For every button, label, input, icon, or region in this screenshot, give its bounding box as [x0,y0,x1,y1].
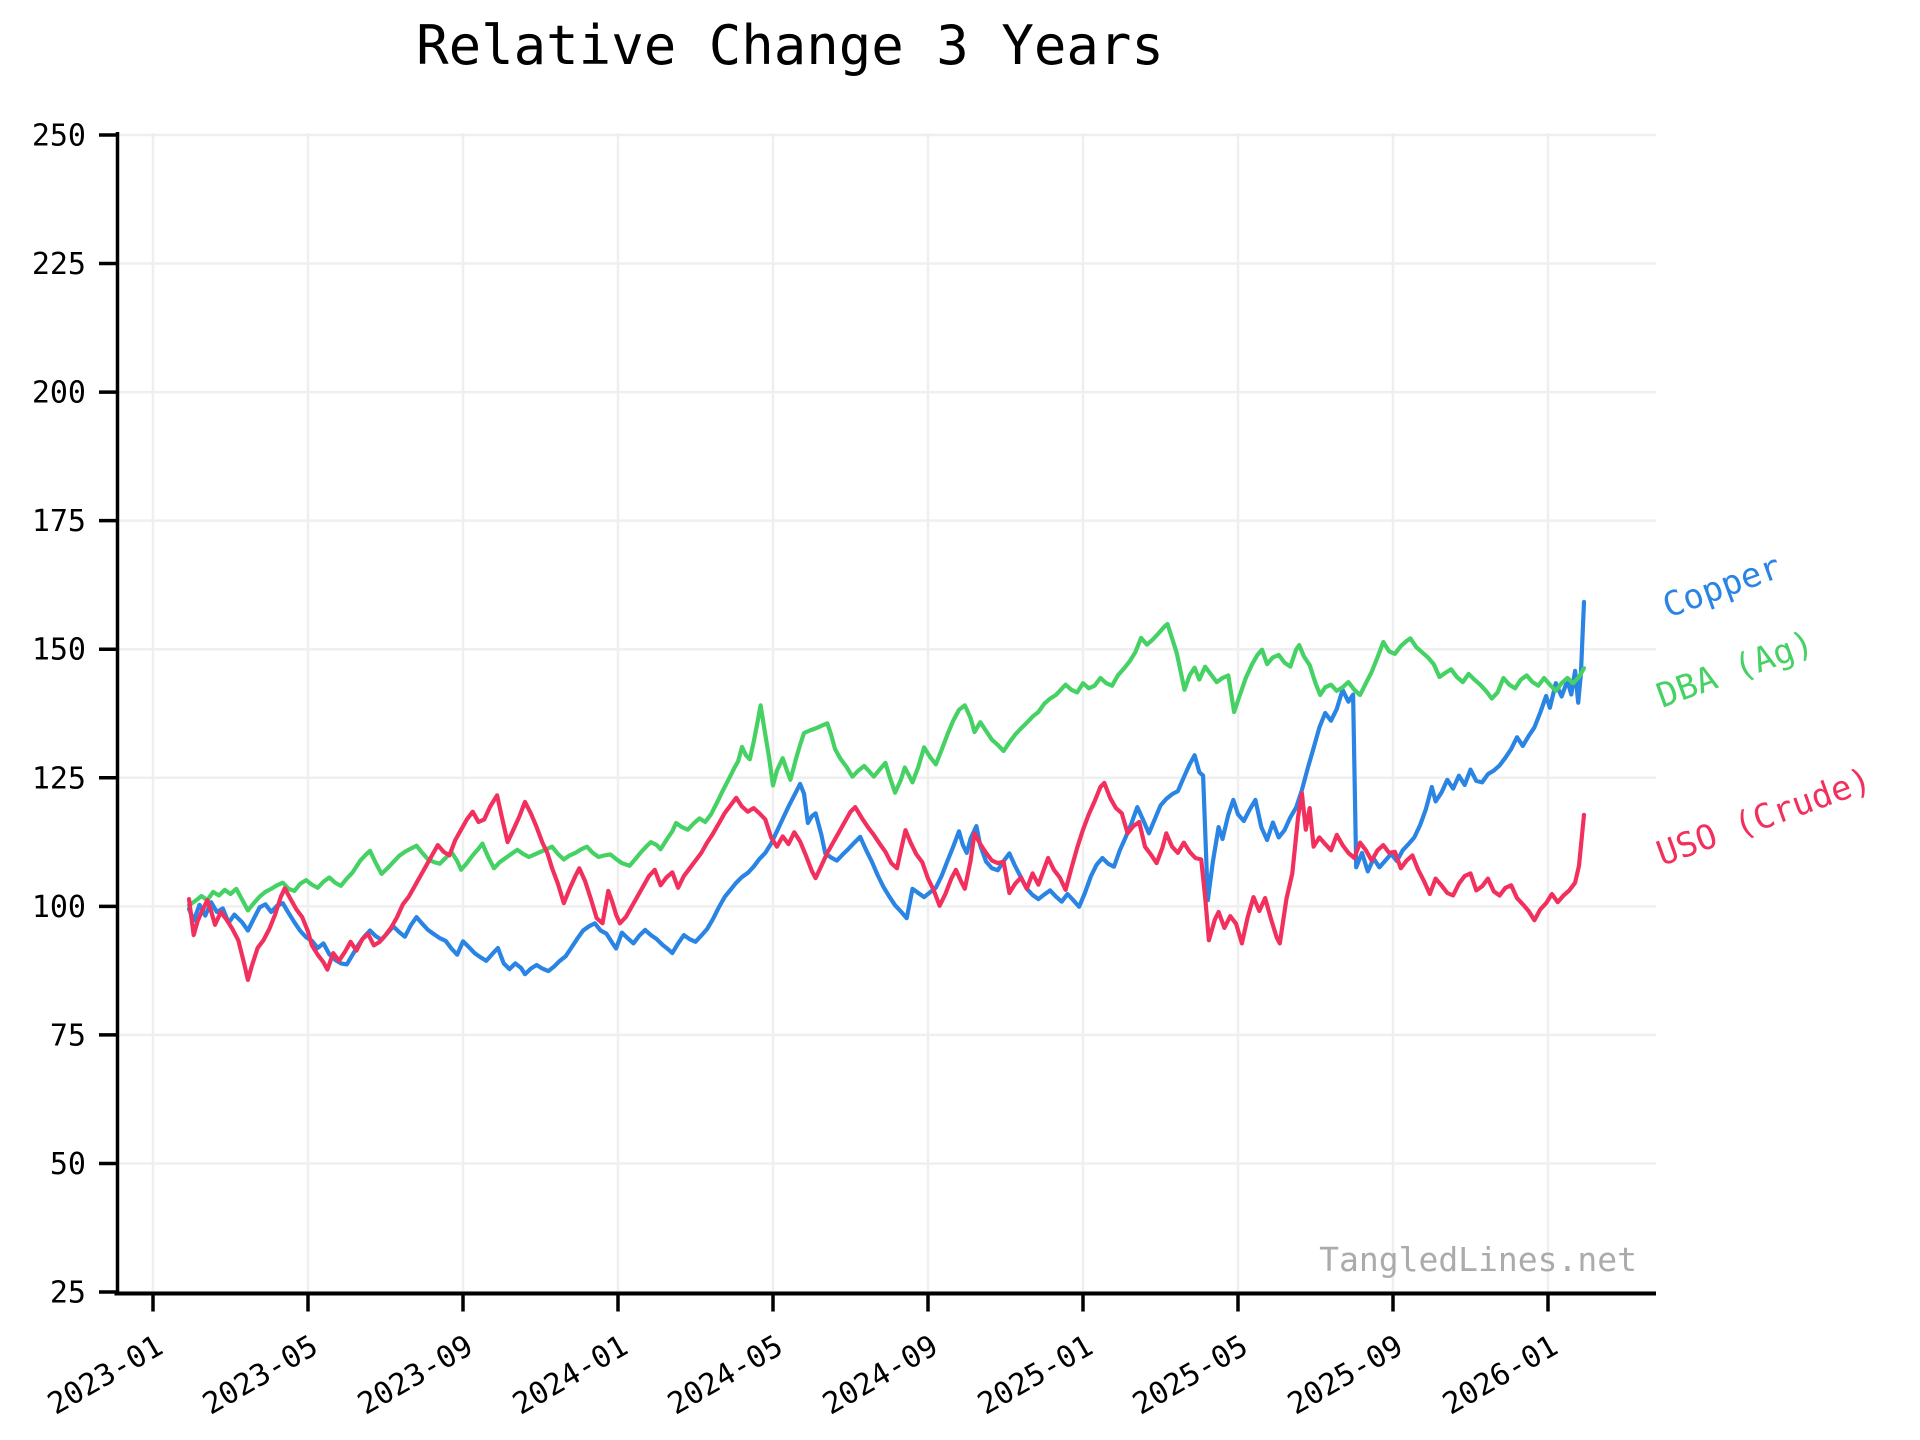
x-tick-label: 2024-01 [507,1329,634,1423]
x-tick-label: 2024-05 [662,1329,789,1423]
series-line-copper [186,599,1587,977]
series-line-dba-ag [186,621,1587,913]
y-tick-label: 50 [50,1147,86,1182]
x-tick-label: 2024-09 [817,1329,944,1423]
watermark: TangledLines.net [1319,1240,1637,1279]
x-tick-label: 2023-05 [197,1329,324,1423]
y-tick-label: 150 [32,633,86,668]
legend-label-copper: Copper [1657,547,1786,627]
y-tick-label: 225 [32,247,86,282]
legend-label-dba-ag: DBA (Ag) [1651,623,1819,717]
x-tick-label: 2023-09 [352,1329,479,1423]
y-tick-label: 125 [32,761,86,796]
y-tick-label: 100 [32,890,86,925]
series-lines [186,599,1587,983]
x-tick-label: 2025-01 [972,1329,1099,1423]
x-tick-label: 2026-01 [1437,1329,1564,1423]
gridlines [117,133,1656,1294]
x-tick-label: 2025-09 [1282,1329,1409,1423]
axes: 25 50 75 100 125 150 175 200 225 250 2023-01 2023-0… [32,119,1656,1423]
y-tick-label: 200 [32,376,86,411]
y-tick-label: 25 [50,1276,86,1311]
y-tick-label: 175 [32,504,86,539]
chart-title: Relative Change 3 Years [416,14,1164,77]
x-tick-label: 2023-01 [42,1329,169,1423]
legend-label-uso-crude: USO (Crude) [1651,760,1876,875]
y-tick-label: 250 [32,119,86,154]
series-line-uso-crude [186,780,1587,983]
x-tick-label: 2025-05 [1127,1329,1254,1423]
y-tick-label: 75 [50,1018,86,1053]
